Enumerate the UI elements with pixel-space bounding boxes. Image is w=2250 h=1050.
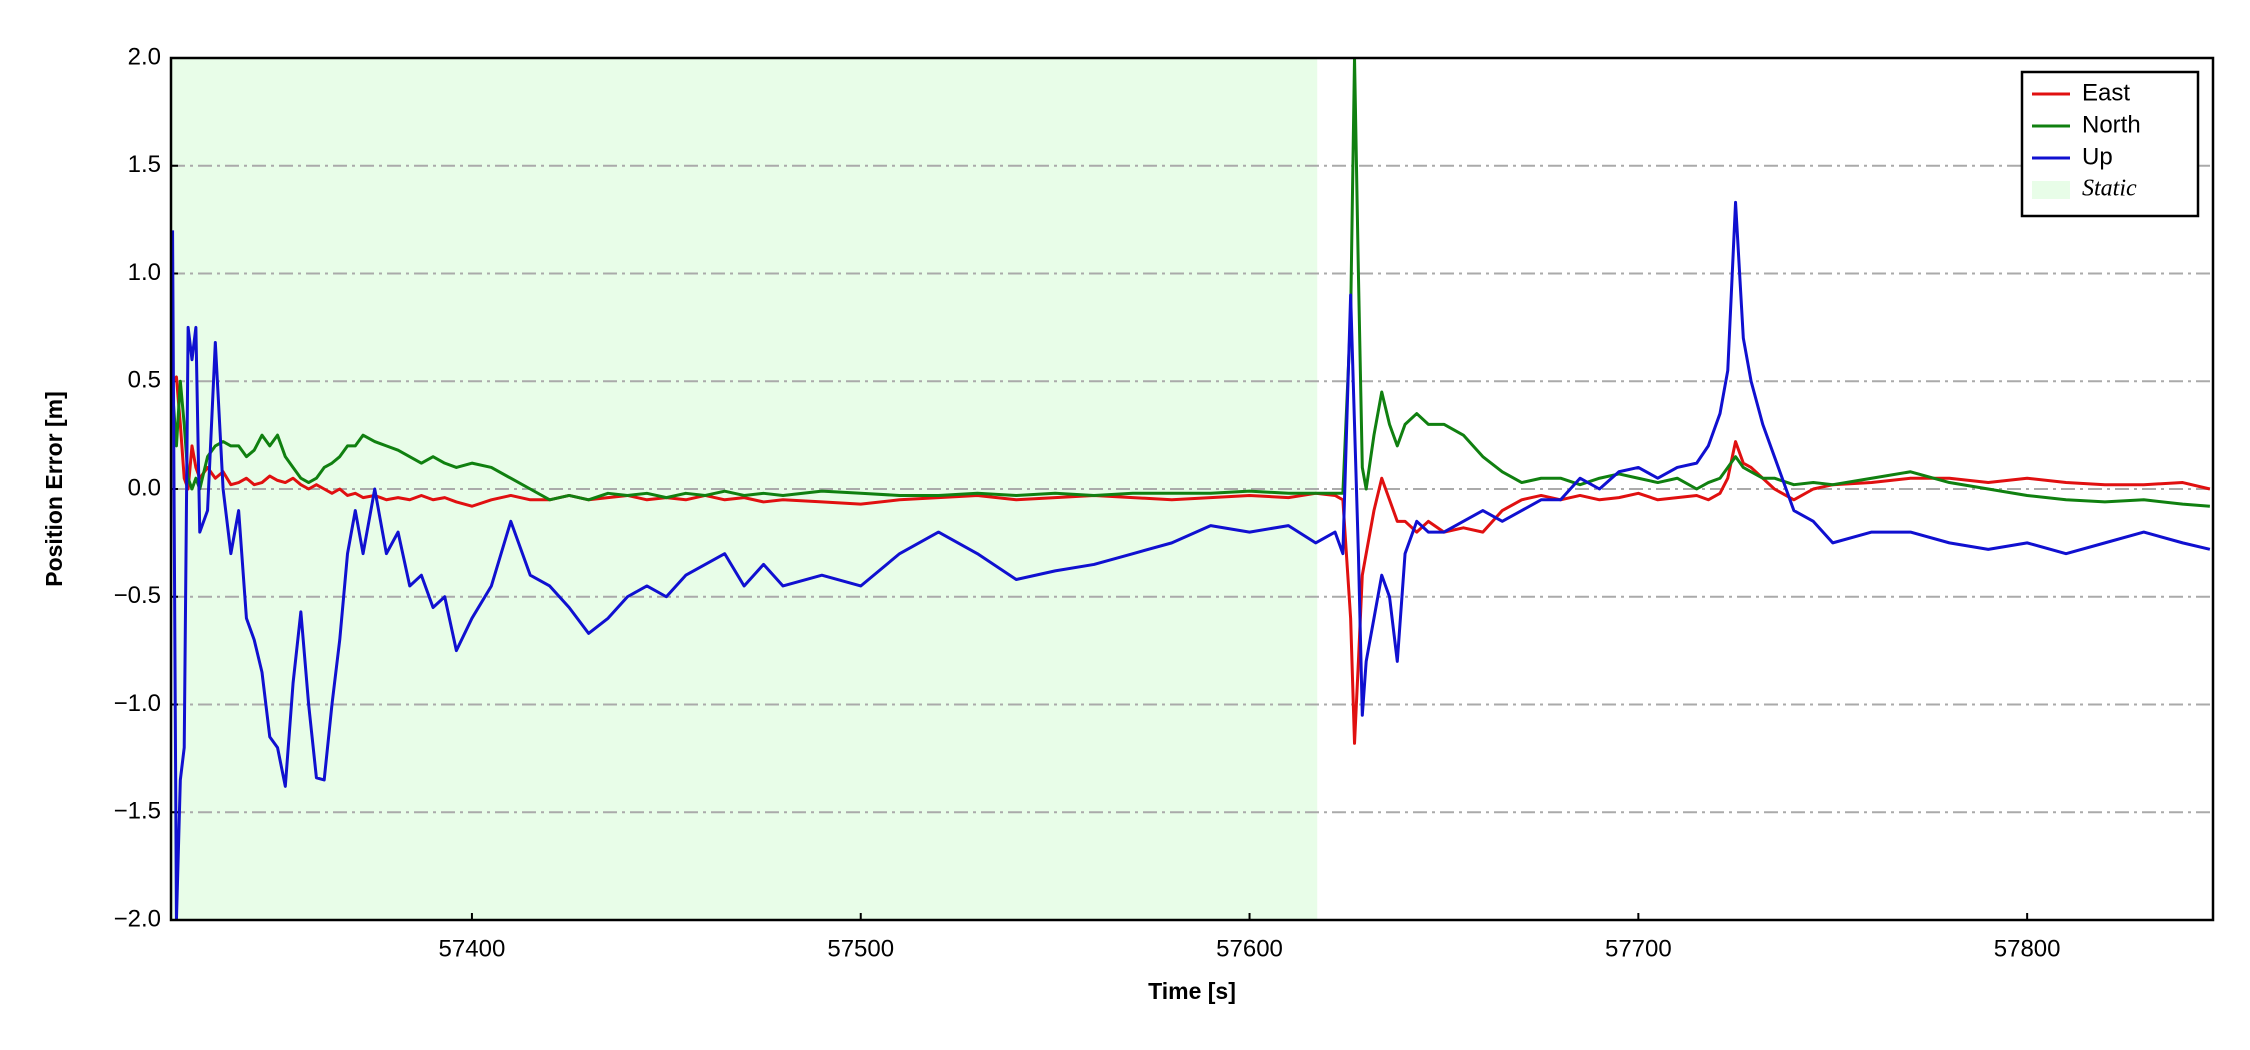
- y-tick-label: 0.0: [128, 474, 161, 501]
- y-tick-label: −1.5: [114, 798, 161, 825]
- series-line: [171, 58, 2211, 508]
- y-axis-label: Position Error [m]: [41, 391, 67, 587]
- y-tick-label: 2.0: [128, 43, 161, 70]
- x-axis-label: Time [s]: [1148, 978, 1236, 1004]
- legend-swatch: [2032, 181, 2070, 199]
- legend-label: Static: [2082, 176, 2137, 202]
- legend-label: East: [2082, 79, 2130, 106]
- y-tick-label: 1.5: [128, 151, 161, 178]
- x-tick-label: 57800: [1994, 935, 2061, 962]
- y-tick-label: −1.0: [114, 690, 161, 717]
- plot-frame: [169, 56, 2215, 922]
- y-tick-label: 0.5: [128, 367, 161, 394]
- y-tick-label: 1.0: [128, 259, 161, 286]
- y-tick-label: −2.0: [114, 905, 161, 932]
- series-line: [171, 200, 2211, 920]
- x-tick-label: 57600: [1216, 935, 1283, 962]
- y-tick-label: −0.5: [114, 582, 161, 609]
- legend-label: Up: [2082, 143, 2113, 170]
- x-tick-label: 57500: [827, 935, 894, 962]
- x-tick-label: 57700: [1605, 935, 1672, 962]
- legend-label: North: [2082, 111, 2141, 138]
- series-line: [171, 375, 2211, 745]
- x-tick-label: 57400: [439, 935, 506, 962]
